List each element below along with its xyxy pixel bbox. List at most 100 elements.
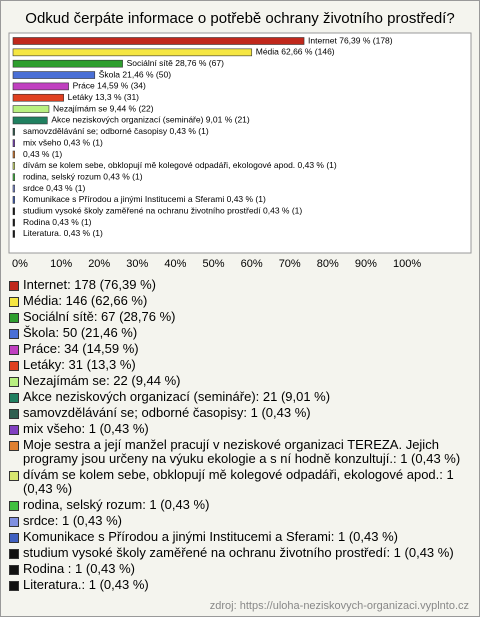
legend-swatch — [9, 425, 19, 435]
legend-item: Škola: 50 (21,46 %) — [9, 326, 471, 340]
legend-item: Sociální sítě: 67 (28,76 %) — [9, 310, 471, 324]
bar — [12, 150, 15, 159]
legend-label: samovzdělávání se; odborné časopisy: 1 (… — [23, 405, 311, 420]
legend-swatch — [9, 517, 19, 527]
bar — [12, 173, 15, 181]
legend-item: Rodina : 1 (0,43 %) — [9, 562, 471, 576]
source: zdroj: https://uloha-neziskovych-organiz… — [209, 600, 469, 612]
x-tick-label: 0% — [12, 258, 28, 270]
legend-swatch — [9, 297, 19, 307]
bar — [12, 184, 15, 193]
bar — [12, 93, 64, 102]
legend-item: rodina, selský rozum: 1 (0,43 %) — [9, 498, 471, 512]
bar-label: Komunikace s Přírodou a jinými Instituce… — [23, 194, 266, 204]
bar-label: Akce neziskových organizací (semináře) 9… — [51, 115, 250, 125]
bar — [12, 105, 50, 113]
legend-swatch — [9, 409, 19, 419]
bar-label: Rodina 0,43 % (1) — [23, 217, 92, 227]
bar-label: dívám se kolem sebe, obklopují mě kolego… — [23, 160, 337, 170]
legend-swatch — [9, 329, 19, 339]
bar-label: Internet 76,39 % (178) — [308, 35, 393, 45]
legend-label: Letáky: 31 (13,3 %) — [23, 357, 136, 372]
x-tick-label: 60% — [241, 258, 263, 270]
legend-swatch — [9, 549, 19, 559]
bar-label: mix všeho 0,43 % (1) — [23, 137, 103, 147]
x-tick-label: 40% — [164, 258, 186, 270]
bar-label: samovzdělávání se; odborné časopisy 0,43… — [23, 126, 209, 136]
legend-item: mix všeho: 1 (0,43 %) — [9, 422, 471, 436]
legend-swatch — [9, 565, 19, 575]
legend-label: Literatura.: 1 (0,43 %) — [23, 577, 149, 592]
x-tick-label: 80% — [317, 258, 339, 270]
bar-label: Sociální sítě 28,76 % (67) — [127, 58, 225, 68]
bar — [12, 230, 15, 238]
legend-swatch — [9, 345, 19, 355]
bar-label: Letáky 13,3 % (31) — [68, 92, 140, 102]
bar — [12, 218, 15, 227]
legend-label: Sociální sítě: 67 (28,76 %) — [23, 309, 176, 324]
bar-label: Škola 21,46 % (50) — [99, 69, 171, 79]
legend-item: Literatura.: 1 (0,43 %) — [9, 578, 471, 592]
legend-item: studium vysoké školy zaměřené na ochranu… — [9, 546, 471, 560]
bar — [12, 162, 15, 170]
legend-swatch — [9, 393, 19, 403]
legend-item: Letáky: 31 (13,3 %) — [9, 358, 471, 372]
chart: Odkud čerpáte informace o potřebě ochran… — [8, 10, 472, 270]
legend-label: Internet: 178 (76,39 %) — [23, 277, 156, 292]
x-tick-label: 70% — [279, 258, 301, 270]
legend-item: Internet: 178 (76,39 %) — [9, 278, 471, 292]
legend-item: Média: 146 (62,66 %) — [9, 294, 471, 308]
legend-label: Komunikace s Přírodou a jinými Instituce… — [23, 529, 398, 544]
legend-swatch — [9, 471, 19, 481]
bar — [12, 116, 48, 125]
bar — [12, 196, 15, 204]
bar — [12, 59, 123, 68]
legend-label: Média: 146 (62,66 %) — [23, 293, 148, 308]
legend-item: Moje sestra a její manžel pracují v nezi… — [9, 438, 471, 466]
legend-label: dívám se kolem sebe, obklopují mě kolego… — [23, 467, 454, 496]
legend: Internet: 178 (76,39 %) Média: 146 (62,66… — [9, 278, 471, 594]
x-tick-label: 100% — [393, 258, 421, 270]
bar-label: 0,43 % (1) — [23, 149, 62, 159]
legend-item: Práce: 34 (14,59 %) — [9, 342, 471, 356]
legend-item: Akce neziskových organizací (semináře): … — [9, 390, 471, 404]
legend-item: samovzdělávání se; odborné časopisy: 1 (… — [9, 406, 471, 420]
legend-swatch — [9, 501, 19, 511]
legend-swatch — [9, 281, 19, 291]
bar — [12, 139, 15, 147]
legend-swatch — [9, 361, 19, 371]
legend-label: mix všeho: 1 (0,43 %) — [23, 421, 149, 436]
legend-swatch — [9, 313, 19, 323]
legend-label: studium vysoké školy zaměřené na ochranu… — [23, 545, 454, 560]
legend-label: Práce: 34 (14,59 %) — [23, 341, 139, 356]
x-tick-label: 50% — [203, 258, 225, 270]
legend-swatch — [9, 441, 19, 451]
legend-label: Rodina : 1 (0,43 %) — [23, 561, 136, 576]
legend-label: Moje sestra a její manžel pracují v nezi… — [23, 437, 461, 466]
bar — [12, 71, 96, 79]
bar — [12, 207, 15, 216]
bar-label: rodina, selský rozum 0,43 % (1) — [23, 171, 143, 181]
x-tick-label: 90% — [355, 258, 377, 270]
legend-item: Nezajímám se: 22 (9,44 %) — [9, 374, 471, 388]
legend-label: Nezajímám se: 22 (9,44 %) — [23, 373, 181, 388]
bar — [12, 48, 253, 57]
bar — [12, 37, 305, 45]
bar-label: Nezajímám se 9,44 % (22) — [53, 103, 154, 113]
bar — [12, 82, 69, 91]
x-tick-label: 10% — [50, 258, 72, 270]
legend-swatch — [9, 377, 19, 387]
bar — [12, 128, 15, 136]
legend-label: Škola: 50 (21,46 %) — [23, 325, 138, 340]
bar-label: Média 62,66 % (146) — [256, 47, 335, 57]
legend-item: dívám se kolem sebe, obklopují mě kolego… — [9, 468, 471, 496]
legend-item: Komunikace s Přírodou a jinými Instituce… — [9, 530, 471, 544]
plot-area — [8, 32, 472, 254]
legend-label: rodina, selský rozum: 1 (0,43 %) — [23, 497, 210, 512]
legend-item: srdce: 1 (0,43 %) — [9, 514, 471, 528]
bar-label: studium vysoké školy zaměřené na ochranu… — [23, 206, 302, 216]
legend-swatch — [9, 581, 19, 591]
chart-title: Odkud čerpáte informace o potřebě ochran… — [25, 10, 454, 27]
legend-label: srdce: 1 (0,43 %) — [23, 513, 122, 528]
